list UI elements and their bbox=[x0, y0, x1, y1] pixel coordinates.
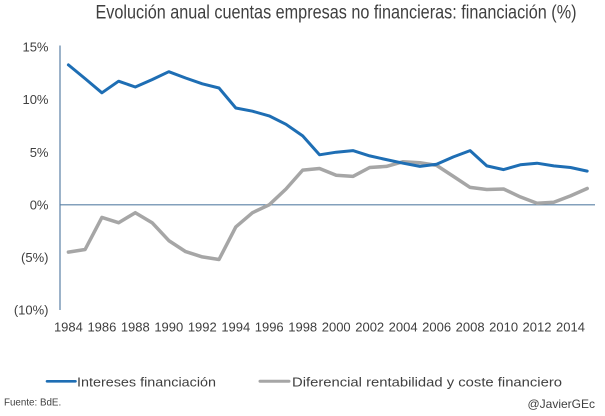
svg-text:2014: 2014 bbox=[556, 320, 585, 335]
svg-text:2008: 2008 bbox=[456, 320, 485, 335]
svg-text:Intereses financiación: Intereses financiación bbox=[77, 374, 216, 389]
svg-text:Diferencial rentabilidad y cos: Diferencial rentabilidad y coste financi… bbox=[292, 374, 562, 389]
svg-text:5%: 5% bbox=[30, 145, 49, 160]
svg-text:1996: 1996 bbox=[255, 320, 284, 335]
svg-text:1984: 1984 bbox=[54, 320, 83, 335]
svg-text:1998: 1998 bbox=[288, 320, 317, 335]
svg-text:(10%): (10%) bbox=[14, 303, 49, 318]
svg-text:1988: 1988 bbox=[121, 320, 150, 335]
svg-text:(5%): (5%) bbox=[21, 250, 48, 265]
svg-text:15%: 15% bbox=[22, 40, 48, 55]
svg-text:Evolución anual cuentas empres: Evolución anual cuentas empresas no fina… bbox=[96, 2, 577, 23]
svg-text:2006: 2006 bbox=[422, 320, 451, 335]
svg-text:1986: 1986 bbox=[87, 320, 116, 335]
svg-text:2002: 2002 bbox=[355, 320, 384, 335]
svg-text:2004: 2004 bbox=[389, 320, 418, 335]
svg-text:1992: 1992 bbox=[188, 320, 217, 335]
svg-text:1994: 1994 bbox=[221, 320, 250, 335]
svg-text:2010: 2010 bbox=[489, 320, 518, 335]
svg-text:Fuente: BdE.: Fuente: BdE. bbox=[4, 398, 61, 409]
svg-text:2012: 2012 bbox=[523, 320, 552, 335]
svg-text:2000: 2000 bbox=[322, 320, 351, 335]
svg-text:@JavierGEc: @JavierGEc bbox=[527, 397, 595, 411]
svg-text:10%: 10% bbox=[22, 92, 48, 107]
svg-text:1990: 1990 bbox=[154, 320, 183, 335]
svg-text:0%: 0% bbox=[30, 197, 49, 212]
